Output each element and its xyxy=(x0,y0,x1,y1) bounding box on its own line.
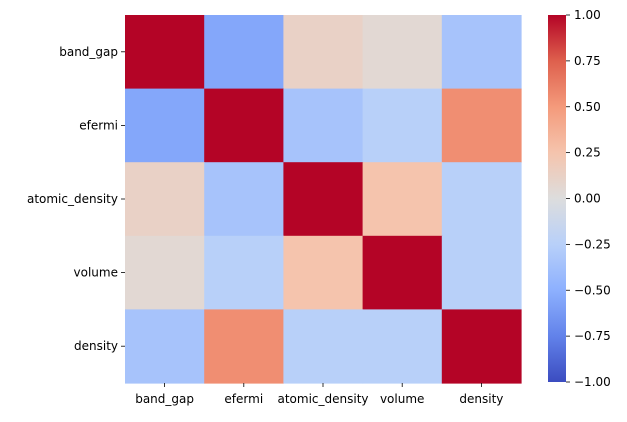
heatmap-cell-volume-efermi xyxy=(204,235,284,310)
heatmap-cell-efermi-band_gap xyxy=(125,88,205,163)
heatmap-cell-band_gap-band_gap xyxy=(125,15,205,90)
heatmap-cells xyxy=(125,15,522,384)
heatmap-cell-density-band_gap xyxy=(125,309,205,384)
heatmap-cell-density-density xyxy=(441,309,522,384)
colorbar-tick-label: −0.75 xyxy=(574,329,611,343)
heatmap-cell-density-atomic_density xyxy=(283,309,364,384)
row-tick-label: density xyxy=(74,339,118,353)
heatmap-cell-volume-volume xyxy=(362,235,443,310)
heatmap-cell-efermi-density xyxy=(441,88,522,163)
column-tick-labels: band_gap efermi atomic_density volume densit… xyxy=(135,383,503,406)
heatmap-cell-atomic_density-atomic_density xyxy=(283,162,364,237)
row-tick-label: band_gap xyxy=(59,45,118,59)
heatmap-cell-density-volume xyxy=(362,309,443,384)
heatmap-cell-efermi-efermi xyxy=(204,88,284,163)
heatmap-cell-atomic_density-volume xyxy=(362,162,443,237)
column-tick-label: volume xyxy=(380,392,424,406)
heatmap-cell-band_gap-volume xyxy=(362,15,443,90)
column-tick-label: band_gap xyxy=(135,392,194,406)
heatmap-cell-atomic_density-band_gap xyxy=(125,162,205,237)
colorbar-tick-label: −0.25 xyxy=(574,237,611,251)
colorbar-tick-label: −1.00 xyxy=(574,375,611,389)
heatmap-cell-volume-atomic_density xyxy=(283,235,364,310)
column-tick-label: efermi xyxy=(224,392,263,406)
heatmap-cell-efermi-atomic_density xyxy=(283,88,364,163)
column-tick-label: atomic_density xyxy=(277,392,368,406)
row-tick-label: efermi xyxy=(79,118,118,132)
heatmap-cell-band_gap-atomic_density xyxy=(283,15,364,90)
row-tick-label: volume xyxy=(74,266,118,280)
colorbar-tick-label: 0.25 xyxy=(574,146,601,160)
colorbar-tick-label: 1.00 xyxy=(574,8,601,22)
heatmap-cell-efermi-volume xyxy=(362,88,443,163)
colorbar-tick-label: 0.50 xyxy=(574,100,601,114)
row-tick-label: atomic_density xyxy=(27,192,118,206)
heatmap-cell-band_gap-density xyxy=(441,15,522,90)
colorbar-ticks: 1.00 0.75 0.50 0.25 0.00 −0.25 −0.50 −0.75 −1.00 xyxy=(566,8,611,389)
heatmap-cell-volume-density xyxy=(441,235,522,310)
column-tick-label: density xyxy=(459,392,503,406)
heatmap-cell-volume-band_gap xyxy=(125,235,205,310)
colorbar-tick-label: 0.75 xyxy=(574,54,601,68)
heatmap-cell-band_gap-efermi xyxy=(204,15,284,90)
colorbar-tick-label: −0.50 xyxy=(574,283,611,297)
heatmap-cell-atomic_density-density xyxy=(441,162,522,237)
heatmap-cell-density-efermi xyxy=(204,309,284,384)
colorbar-tick-label: 0.00 xyxy=(574,192,601,206)
heatmap-cell-atomic_density-efermi xyxy=(204,162,284,237)
colorbar xyxy=(548,15,566,382)
